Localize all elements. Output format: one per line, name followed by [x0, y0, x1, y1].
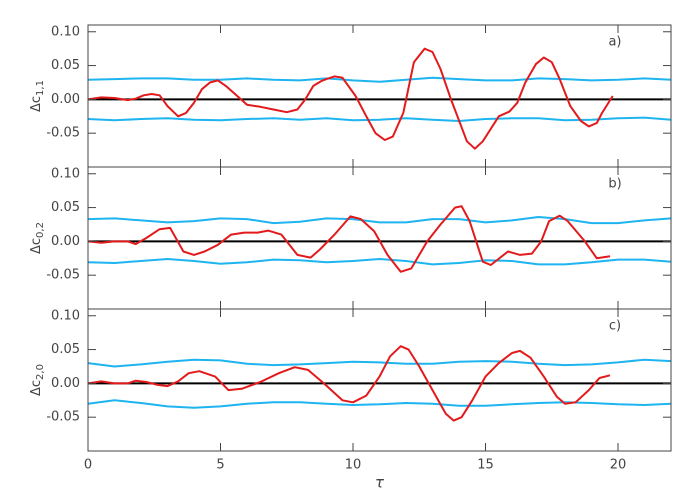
- data-line: [87, 205, 611, 273]
- plot-frame: [87, 24, 672, 168]
- y-tick-label: 0.05: [51, 58, 80, 73]
- y-axis-label-sub: 2,0: [35, 364, 46, 380]
- y-tick-label: -0.05: [46, 268, 80, 283]
- data-line: [87, 399, 672, 409]
- panel-annotation: a): [608, 35, 621, 50]
- y-axis-label-main: Δc: [29, 238, 44, 254]
- data-line: [87, 345, 611, 422]
- plot-frame: [87, 308, 672, 452]
- y-tick-label: 0.10: [51, 166, 80, 181]
- y-tick-label: 0.05: [51, 200, 80, 215]
- y-axis-label: Δc0,2: [29, 222, 47, 254]
- data-line: [87, 358, 672, 368]
- y-tick-label: 0.00: [51, 92, 80, 107]
- x-tick-label: 10: [345, 458, 362, 473]
- data-line: [87, 258, 672, 266]
- y-axis-label-main: Δc: [29, 96, 44, 112]
- y-axis-label: Δc2,0: [29, 364, 47, 396]
- x-tick-label: 15: [477, 458, 494, 473]
- x-tick-label: 5: [216, 458, 224, 473]
- data-line: [87, 76, 672, 83]
- y-axis-label-sub: 1,1: [35, 80, 46, 96]
- y-axis-label: Δc1,1: [29, 80, 47, 112]
- panel-annotation: b): [608, 177, 621, 192]
- y-axis-label-sub: 0,2: [35, 222, 46, 238]
- data-line: [87, 116, 672, 122]
- y-tick-label: -0.05: [46, 410, 80, 425]
- y-tick-label: 0.05: [51, 342, 80, 357]
- x-axis-label: τ: [375, 474, 385, 492]
- y-tick-label: 0.00: [51, 234, 80, 249]
- y-tick-label: -0.05: [46, 126, 80, 141]
- panel-annotation: c): [609, 319, 621, 334]
- y-axis-label-main: Δc: [29, 380, 44, 396]
- y-tick-label: 0.00: [51, 376, 80, 391]
- x-tick-label: 20: [610, 458, 627, 473]
- x-tick-label: 0: [84, 458, 92, 473]
- y-tick-label: 0.10: [51, 308, 80, 323]
- data-line: [87, 216, 672, 225]
- data-line: [87, 47, 614, 150]
- y-tick-label: 0.10: [51, 24, 80, 39]
